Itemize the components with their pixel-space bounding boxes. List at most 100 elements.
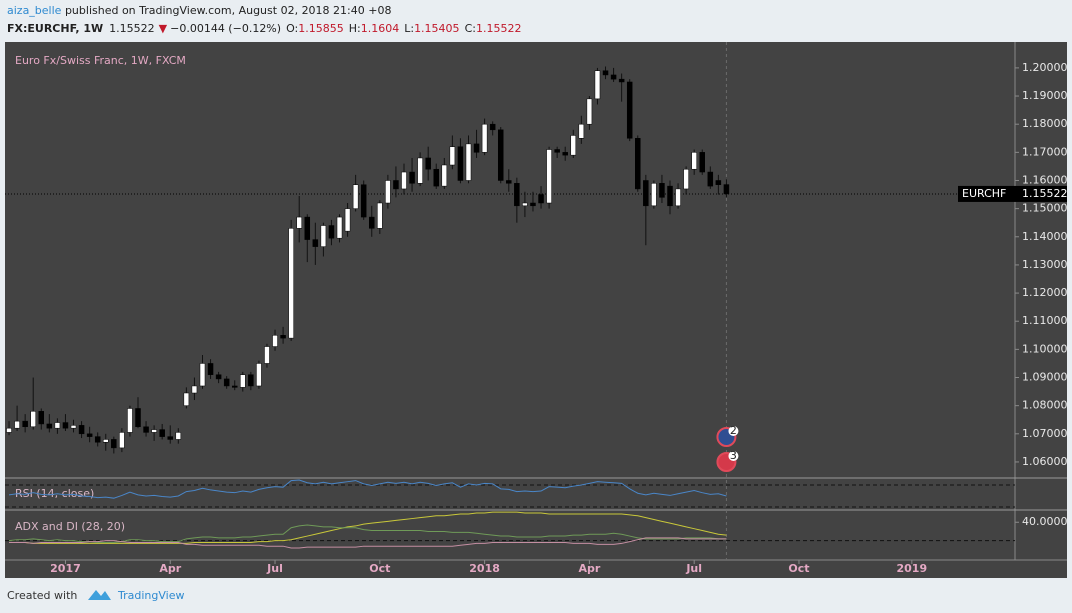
y-tick-label: 1.18000 xyxy=(1022,117,1068,130)
high-value: 1.1604 xyxy=(361,22,400,35)
candle-body xyxy=(530,202,536,207)
low-label: L: xyxy=(404,22,414,35)
chart-background xyxy=(5,42,1067,578)
candle-body xyxy=(183,392,190,406)
price-tag xyxy=(958,185,1067,202)
candle-body xyxy=(248,374,254,387)
candle-body xyxy=(215,374,222,380)
candle-body xyxy=(481,123,488,153)
header-line: aiza_belle published on TradingView.com,… xyxy=(7,4,391,17)
footer-brand[interactable]: TradingView xyxy=(117,589,184,602)
candle-body xyxy=(441,164,448,187)
y-tick-label: 1.17000 xyxy=(1022,145,1068,158)
x-tick-label: Oct xyxy=(369,562,390,575)
open-label: O: xyxy=(286,22,298,35)
author[interactable]: aiza_belle xyxy=(7,4,62,17)
candle-body xyxy=(207,363,214,375)
candle-body xyxy=(546,149,552,204)
candle-body xyxy=(30,411,36,428)
candle-body xyxy=(78,425,85,435)
candle-body xyxy=(594,70,601,100)
event-count: 3 xyxy=(730,449,737,462)
candle-body xyxy=(86,433,93,437)
low-value: 1.15405 xyxy=(414,22,460,35)
candle-body xyxy=(46,423,53,429)
candle-body xyxy=(401,171,407,190)
candle-body xyxy=(433,168,439,187)
x-tick-label: 2019 xyxy=(897,562,928,575)
candle-body xyxy=(360,184,367,218)
indicator-line xyxy=(9,537,727,549)
candle-body xyxy=(159,429,165,437)
candle-body xyxy=(417,157,423,184)
candle-body xyxy=(54,422,61,429)
candle-body xyxy=(328,225,335,239)
candle-body xyxy=(344,208,351,232)
candle-body xyxy=(707,171,714,187)
candle-body xyxy=(14,420,20,429)
candle-body xyxy=(715,180,722,185)
candle-body xyxy=(272,335,278,347)
high-label: H: xyxy=(349,22,361,35)
indicator-line xyxy=(9,511,727,544)
candle-body xyxy=(667,185,673,207)
candle-body xyxy=(369,216,375,229)
candle-body xyxy=(635,138,641,190)
y-tick-label: 1.19000 xyxy=(1022,89,1068,102)
published: published on TradingView.com, August 02,… xyxy=(61,4,391,17)
candle-body xyxy=(135,408,141,428)
candle-body xyxy=(377,202,383,229)
candle-body xyxy=(94,436,101,443)
candle-body xyxy=(409,171,415,184)
close-label: C: xyxy=(465,22,476,35)
candle-body xyxy=(199,363,206,387)
candle-body xyxy=(643,180,649,207)
candle-body xyxy=(659,183,665,198)
candle-body xyxy=(691,152,697,170)
candle-body xyxy=(288,228,294,339)
candle-body xyxy=(111,439,117,449)
footer-text: Created with xyxy=(7,589,77,602)
candle-body xyxy=(70,425,77,429)
x-tick-label: Jul xyxy=(266,562,283,575)
indicator-line xyxy=(8,479,727,499)
candle-body xyxy=(506,180,512,184)
candle-body xyxy=(538,194,544,204)
x-tick-label: Apr xyxy=(578,562,600,575)
candle-body xyxy=(175,432,182,440)
y-tick-label: 40.0000 xyxy=(1022,515,1068,528)
candle-body xyxy=(425,157,431,170)
close-value: 1.15522 xyxy=(476,22,522,35)
candle-body xyxy=(336,216,343,239)
candle-body xyxy=(465,143,472,181)
symbol: FX:EURCHF, 1W xyxy=(7,22,103,35)
candle-body xyxy=(675,188,681,207)
candle-body xyxy=(304,216,311,240)
brand-logo xyxy=(88,590,111,600)
event-badge xyxy=(728,451,739,461)
candle-body xyxy=(296,216,302,229)
candle-body xyxy=(554,149,560,153)
candle-body xyxy=(62,422,69,429)
candle-body xyxy=(562,152,568,156)
header-quote: FX:EURCHF, 1W 1.15522 ▼ −0.00144 (−0.12%) O:… xyxy=(7,22,521,35)
candle-body xyxy=(312,239,319,247)
candle-body xyxy=(602,70,609,76)
candle-body xyxy=(610,74,617,80)
candle-body xyxy=(264,346,270,364)
candle-body xyxy=(385,180,391,204)
x-tick-label: Oct xyxy=(788,562,809,575)
candle-body xyxy=(231,385,238,388)
y-tick-label: 1.13000 xyxy=(1022,258,1068,271)
y-tick-label: 1.10000 xyxy=(1022,342,1068,355)
price-tag-value: 1.15522 xyxy=(1022,187,1068,200)
y-tick-label: 1.07000 xyxy=(1022,427,1068,440)
event-count: 2 xyxy=(730,424,737,437)
candle-body xyxy=(489,123,496,131)
candle-body xyxy=(586,98,593,125)
y-tick-label: 1.16000 xyxy=(1022,173,1068,186)
candle-body xyxy=(626,81,633,139)
y-tick-label: 1.20000 xyxy=(1022,61,1068,74)
candle-body xyxy=(240,374,246,388)
candle-body xyxy=(22,420,28,428)
